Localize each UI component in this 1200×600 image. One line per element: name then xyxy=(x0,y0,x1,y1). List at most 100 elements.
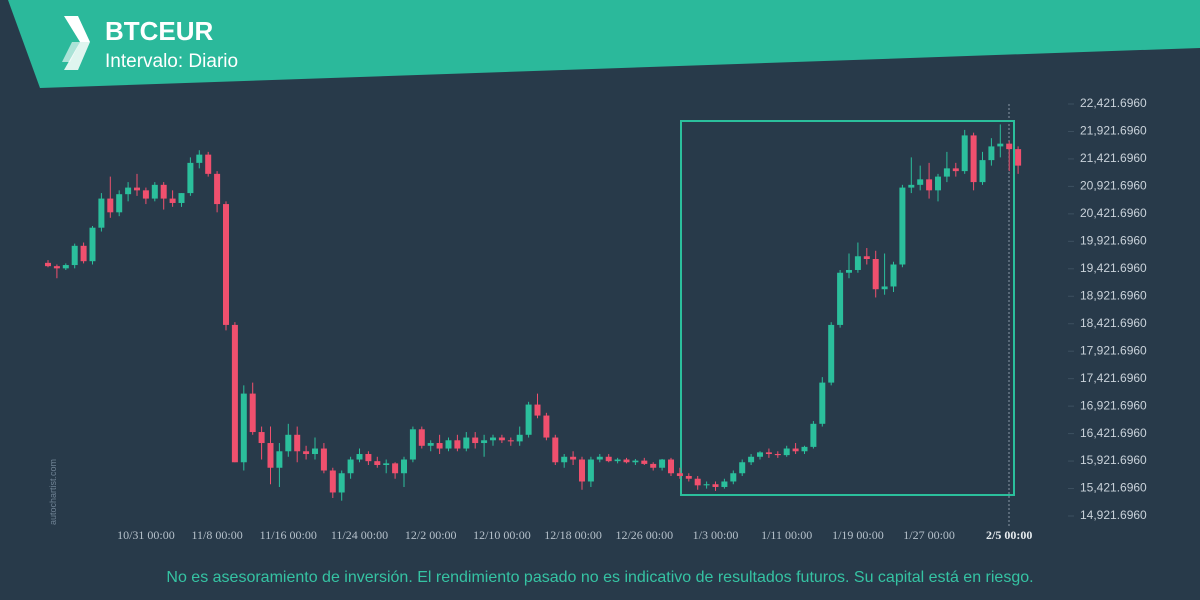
candle-body xyxy=(374,461,381,466)
candle-body xyxy=(516,434,523,442)
candle-body xyxy=(605,456,612,462)
x-tick-label: 11/24 00:00 xyxy=(331,528,388,542)
candle-body xyxy=(223,204,229,325)
candle-body xyxy=(650,463,657,468)
candle-body xyxy=(997,143,1004,147)
x-tick-label: 2/5 00:00 xyxy=(986,528,1032,542)
candle-body xyxy=(863,256,870,260)
candle-body xyxy=(169,198,176,203)
y-tick-label: 16,921.6960 xyxy=(1080,398,1147,412)
logo xyxy=(62,16,90,70)
candle-body xyxy=(1006,143,1013,150)
candle-body xyxy=(614,459,621,462)
logo-part xyxy=(64,42,90,70)
candle-body xyxy=(765,452,772,455)
candle-body xyxy=(249,393,256,433)
y-tick-label: 18,921.6960 xyxy=(1080,288,1147,302)
candle-body xyxy=(445,440,452,449)
candle-body xyxy=(659,459,666,468)
candle-body xyxy=(53,266,60,269)
x-tick-label: 12/26 00:00 xyxy=(615,528,673,542)
candle-body xyxy=(881,286,888,290)
candle-body xyxy=(961,135,968,172)
candle-body xyxy=(312,448,318,455)
candle-body xyxy=(596,456,603,460)
candle-body xyxy=(525,404,532,435)
candle-body xyxy=(507,440,514,442)
candle-body xyxy=(383,463,390,466)
y-tick-label: 21,421.6960 xyxy=(1080,151,1147,165)
candle-body xyxy=(792,448,799,452)
candle-body xyxy=(481,440,488,444)
candle-body xyxy=(908,184,915,188)
candle-body xyxy=(329,470,336,493)
candle-body xyxy=(142,190,149,199)
candle-body xyxy=(98,198,105,228)
candle-body xyxy=(579,459,585,482)
y-tick-label: 15,421.6960 xyxy=(1080,481,1147,495)
x-tick-label: 10/31 00:00 xyxy=(117,528,175,542)
candle-body xyxy=(71,245,78,266)
watermark: autochartist.com xyxy=(48,459,58,525)
candle-body xyxy=(988,146,995,161)
candle-body xyxy=(160,184,167,199)
candle-body xyxy=(401,459,407,474)
y-tick-label: 17,421.6960 xyxy=(1080,371,1147,385)
candle-body xyxy=(721,481,728,487)
y-tick-label: 20,421.6960 xyxy=(1080,206,1147,220)
candle-body xyxy=(543,415,550,438)
y-tick-label: 22,421.6960 xyxy=(1080,96,1147,110)
x-tick-label: 12/2 00:00 xyxy=(405,528,457,542)
logo-part xyxy=(62,42,80,62)
candle-body xyxy=(739,462,746,474)
candle-body xyxy=(392,463,399,474)
candle-body xyxy=(810,423,817,447)
candle-body xyxy=(774,454,781,456)
candle-body xyxy=(125,187,132,195)
candle-body xyxy=(783,448,790,456)
candle-body xyxy=(952,168,959,172)
candle-body xyxy=(748,456,755,463)
candle-body xyxy=(623,459,630,463)
candle-body xyxy=(231,324,238,463)
candle-body xyxy=(418,429,425,446)
candle-body xyxy=(294,434,301,452)
candle-body xyxy=(258,432,265,444)
candle-body xyxy=(409,429,416,460)
candle-body xyxy=(561,456,568,463)
candle-body xyxy=(205,154,212,174)
candle-body xyxy=(819,382,826,424)
y-tick-label: 19,421.6960 xyxy=(1080,261,1147,275)
candle-body xyxy=(926,179,933,191)
candle-body xyxy=(872,259,879,290)
candle-body xyxy=(267,443,274,468)
candle-body xyxy=(151,184,158,199)
candle-body xyxy=(935,176,941,191)
x-tick-label: 1/11 00:00 xyxy=(761,528,812,542)
candle-body xyxy=(801,446,808,452)
candle-body xyxy=(472,437,479,444)
candle-body xyxy=(80,245,87,262)
symbol: BTCEUR xyxy=(105,16,214,46)
candle-body xyxy=(498,437,505,441)
x-tick-label: 11/8 00:00 xyxy=(191,528,242,542)
candle-body xyxy=(436,443,443,449)
plot: 22,421.6960 21,921.6960 21,421.6960 20,921.… xyxy=(45,96,1147,542)
y-tick-label: 18,421.6960 xyxy=(1080,316,1147,330)
candle-body xyxy=(303,451,310,455)
candle-body xyxy=(757,452,763,457)
disclaimer: No es asesoramiento de inversión. El ren… xyxy=(166,569,1033,586)
candle-body xyxy=(356,454,363,460)
candle-body xyxy=(427,443,434,446)
y-tick-label: 14,921.6960 xyxy=(1080,508,1147,522)
x-tick-label: 11/16 00:00 xyxy=(260,528,317,542)
candle-body xyxy=(899,187,906,265)
candle-body xyxy=(712,484,719,487)
candle-body xyxy=(676,473,683,476)
y-tick-label: 21,921.6960 xyxy=(1080,124,1147,138)
candle-body xyxy=(828,324,835,383)
candle-body xyxy=(214,173,221,205)
candle-body xyxy=(846,269,852,273)
x-tick-label: 12/18 00:00 xyxy=(544,528,602,542)
